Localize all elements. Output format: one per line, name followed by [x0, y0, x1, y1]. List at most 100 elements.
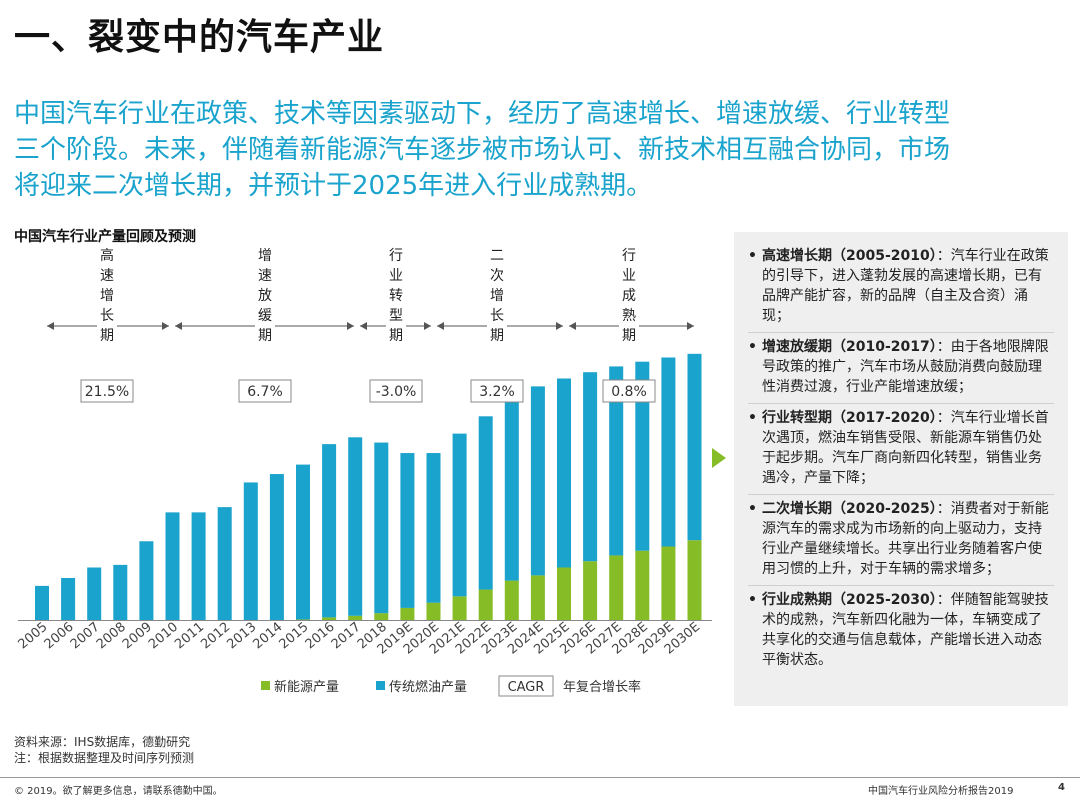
x-tick-label: 2014: [250, 620, 285, 653]
bar-new-energy: [478, 589, 493, 620]
bar-new-energy: [583, 561, 598, 620]
bar-new-energy: [296, 619, 310, 620]
bar-conventional: [661, 357, 676, 547]
cagr-box: [80, 379, 134, 403]
phase-label-char: 长: [490, 308, 504, 324]
bullet-icon: •: [748, 410, 757, 426]
phase-label-char: 业: [389, 268, 403, 284]
phase-body: ：汽车行业增长首次遇顶，燃油车销售受限、新能源车销售仍处于起步期。汽车厂商向新四…: [762, 410, 1049, 486]
arrow-left-icon: [175, 322, 182, 330]
bar-new-energy: [609, 555, 624, 620]
bar-new-energy: [635, 550, 650, 620]
note-text: 注：根据数据整理及时间序列预测: [14, 751, 195, 765]
phase-label-backdrop: [255, 244, 275, 348]
phase-heading: 增速放缓期（2010-2017）: [762, 339, 937, 355]
cagr-value: -3.0%: [376, 384, 417, 400]
cagr-box: [369, 379, 423, 403]
lead-line: 将迎来二次增长期，并预计于2025年进入行业成熟期。: [14, 171, 653, 201]
phase-heading: 二次增长期（2020-2025）: [762, 501, 937, 517]
bar-new-energy: [557, 567, 571, 620]
phase-body: ：伴随智能驾驶技术的成熟，汽车新四化融为一体，车辆变成了共享化的交通与信息载体，…: [762, 592, 1049, 668]
x-tick-label: 2017: [329, 620, 364, 653]
footer-copyright: © 2019。欲了解更多信息，请联系德勤中国。: [14, 786, 223, 797]
phase-label-char: 放: [258, 288, 272, 304]
bar-conventional: [87, 567, 102, 620]
x-tick-label: 2013: [224, 620, 259, 653]
x-tick-label: 2007: [68, 620, 103, 653]
bar-new-energy: [322, 617, 337, 620]
footer-report-title: 中国汽车行业风险分析报告2019: [868, 786, 1014, 797]
bar-new-energy: [348, 615, 363, 620]
bar-conventional: [113, 564, 128, 620]
phase-body: ：消费者对于新能源汽车的需求成为市场新的向上驱动力，支持行业产量继续增长。共享出…: [762, 501, 1049, 577]
arrow-right-icon: [424, 322, 431, 330]
legend-cagr-label: CAGR: [508, 680, 545, 695]
legend-cagr-desc: 年复合增长率: [563, 679, 641, 695]
phase-heading: 行业转型期（2017-2020）: [762, 410, 937, 426]
phase-heading: 行业成熟期（2025-2030）: [762, 592, 937, 608]
bar-conventional: [374, 442, 389, 614]
bar-conventional: [348, 437, 363, 616]
bullet-icon: •: [748, 592, 757, 608]
arrow-right-icon: [687, 322, 694, 330]
bar-new-energy: [687, 540, 702, 620]
phase-heading: 高速增长期（2005-2010）: [762, 248, 937, 264]
legend-swatch-new-energy: [261, 681, 270, 690]
x-tick-label: 2005: [16, 620, 51, 653]
bar-conventional: [269, 474, 284, 620]
bar-conventional: [165, 512, 180, 620]
phase-label-char: 成: [622, 288, 636, 304]
arrow-marker-icon: [712, 448, 726, 468]
bar-conventional: [504, 396, 519, 581]
phase-label-char: 次: [490, 268, 504, 284]
source-note: 资料来源：IHS数据库，德勤研究 注：根据数据整理及时间序列预测: [14, 734, 194, 766]
legend-label-new-energy: 新能源产量: [274, 679, 339, 695]
phase-label-char: 速: [258, 268, 272, 284]
phase-label-char: 期: [622, 328, 636, 344]
bar-conventional: [191, 512, 206, 620]
footer-divider: [0, 777, 1080, 778]
arrow-left-icon: [360, 322, 367, 330]
bar-new-energy: [530, 575, 545, 620]
lead-paragraph: 中国汽车行业在政策、技术等因素驱动下，经历了高速增长、增速放缓、行业转型 三个阶…: [14, 96, 1066, 204]
phase-label-char: 高: [100, 247, 114, 264]
phase-label-backdrop: [487, 244, 507, 348]
bar-conventional: [217, 507, 232, 620]
lead-line: 中国汽车行业在政策、技术等因素驱动下，经历了高速增长、增速放缓、行业转型: [14, 99, 951, 129]
x-tick-label: 2010: [146, 620, 181, 653]
cagr-box: [238, 379, 292, 403]
phase-body: ：汽车行业在政策的引导下，进入蓬勃发展的高速增长期，已有品牌产能扩容，新的品牌（…: [762, 248, 1049, 324]
bar-new-energy: [400, 607, 415, 620]
phase-label-char: 缓: [258, 308, 272, 324]
phase-label-char: 行: [622, 248, 636, 264]
page-title: 一、裂变中的汽车产业: [14, 17, 385, 58]
bar-new-energy: [426, 602, 441, 620]
bullet-icon: •: [748, 339, 757, 355]
bullet-icon: •: [748, 248, 757, 264]
arrow-right-icon: [162, 322, 169, 330]
bar-conventional: [687, 353, 702, 541]
x-tick-label: 2015: [277, 620, 312, 653]
phase-label-char: 行: [389, 248, 403, 264]
bar-conventional: [400, 453, 415, 608]
bullet-icon: •: [748, 501, 757, 517]
cagr-value: 0.8%: [611, 384, 647, 400]
x-tick-label: 2006: [42, 620, 77, 653]
bar-new-energy: [374, 613, 389, 620]
x-tick-label: 2009: [120, 620, 155, 653]
production-chart: 2005200620072008200920102011201220132014…: [16, 244, 712, 697]
bar-new-energy: [661, 546, 676, 620]
cagr-box: [470, 379, 524, 403]
phase-label-char: 业: [622, 268, 636, 284]
bar-conventional: [530, 386, 545, 576]
phase-item: • 行业成熟期（2025-2030）：伴随智能驾驶技术的成熟，汽车新四化融为一体…: [748, 586, 1054, 676]
x-tick-label: 2016: [303, 620, 338, 653]
bar-conventional: [139, 541, 154, 620]
phase-label-char: 型: [389, 308, 403, 324]
phase-label-char: 期: [389, 328, 403, 344]
phase-label-char: 转: [389, 288, 403, 304]
phase-label-char: 增: [490, 288, 504, 304]
phase-item: • 二次增长期（2020-2025）：消费者对于新能源汽车的需求成为市场新的向上…: [748, 495, 1054, 586]
bar-conventional: [557, 378, 571, 568]
arrow-left-icon: [437, 322, 444, 330]
